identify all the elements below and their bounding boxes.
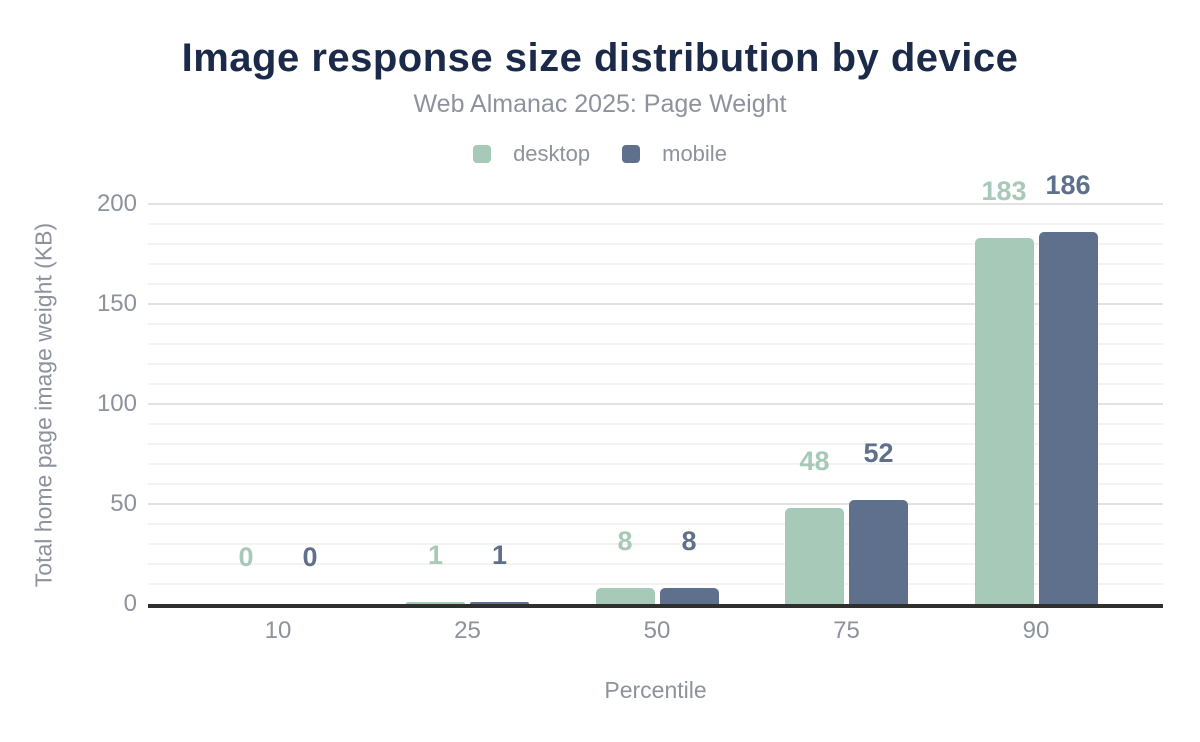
value-label-desktop-p25: 1 xyxy=(427,540,444,570)
chart-title: Image response size distribution by devi… xyxy=(181,36,1019,80)
bar-mobile-p25[interactable] xyxy=(470,602,529,604)
gridline-minor xyxy=(148,243,1163,245)
legend-label-mobile: mobile xyxy=(662,141,727,166)
gridline-major xyxy=(148,303,1163,305)
x-tick-label-25: 25 xyxy=(454,617,481,644)
y-tick-label: 150 xyxy=(96,290,137,317)
bar-mobile-p90[interactable] xyxy=(1038,232,1098,604)
value-label-mobile-p25: 1 xyxy=(491,540,508,570)
x-axis-title: Percentile xyxy=(604,677,707,703)
gridline-minor xyxy=(148,583,1163,585)
value-label-mobile-p50: 8 xyxy=(681,526,697,556)
bar-mobile-p50[interactable] xyxy=(659,588,719,604)
value-label-desktop-p10: 0 xyxy=(238,542,254,572)
value-label-mobile-p90: 186 xyxy=(1045,170,1091,200)
gridline-minor xyxy=(148,543,1163,545)
gridline-major xyxy=(148,503,1163,505)
gridline-minor xyxy=(148,283,1163,285)
value-label-mobile-p10: 0 xyxy=(302,542,318,572)
value-label-desktop-p75: 48 xyxy=(799,446,830,476)
gridline-major xyxy=(148,203,1163,205)
gridline-minor xyxy=(148,423,1163,425)
x-tick-label-10: 10 xyxy=(264,617,292,644)
gridline-minor xyxy=(148,323,1163,325)
bar-desktop-p50[interactable] xyxy=(595,588,655,604)
bar-desktop-p90[interactable] xyxy=(974,238,1034,604)
bar-desktop-p75[interactable] xyxy=(785,508,844,604)
gridline-minor xyxy=(148,443,1163,445)
legend-item-mobile[interactable]: mobile xyxy=(622,141,727,167)
y-tick-label: 200 xyxy=(96,190,137,217)
chart-subtitle: Web Almanac 2025: Page Weight xyxy=(413,90,787,118)
legend: desktop mobile xyxy=(0,141,1200,167)
y-tick-label: 50 xyxy=(110,490,137,517)
legend-swatch-desktop-icon xyxy=(473,145,492,163)
value-label-desktop-p90: 183 xyxy=(981,176,1027,206)
y-tick-label: 0 xyxy=(123,590,137,617)
value-label-mobile-p75: 52 xyxy=(863,438,894,468)
x-tick-label-75: 75 xyxy=(833,617,860,644)
gridline-minor xyxy=(148,363,1163,365)
bar-mobile-p75[interactable] xyxy=(849,500,908,604)
x-axis-line xyxy=(148,604,1163,608)
gridline-minor xyxy=(148,483,1163,485)
gridline-minor xyxy=(148,223,1163,225)
gridline-minor xyxy=(148,383,1163,385)
gridline-minor xyxy=(148,523,1163,525)
x-tick-label-50: 50 xyxy=(643,617,671,644)
value-label-desktop-p50: 8 xyxy=(617,526,633,556)
gridline-minor xyxy=(148,263,1163,265)
legend-label-desktop: desktop xyxy=(513,141,591,166)
gridline-minor xyxy=(148,463,1163,465)
bar-desktop-p25[interactable] xyxy=(406,602,465,604)
legend-swatch-mobile-icon xyxy=(622,145,641,163)
gridline-minor xyxy=(148,343,1163,345)
x-tick-label-90: 90 xyxy=(1022,617,1050,644)
y-tick-label: 100 xyxy=(96,390,137,417)
gridline-minor xyxy=(148,563,1163,565)
legend-item-desktop[interactable]: desktop xyxy=(473,141,590,167)
gridline-major xyxy=(148,403,1163,405)
